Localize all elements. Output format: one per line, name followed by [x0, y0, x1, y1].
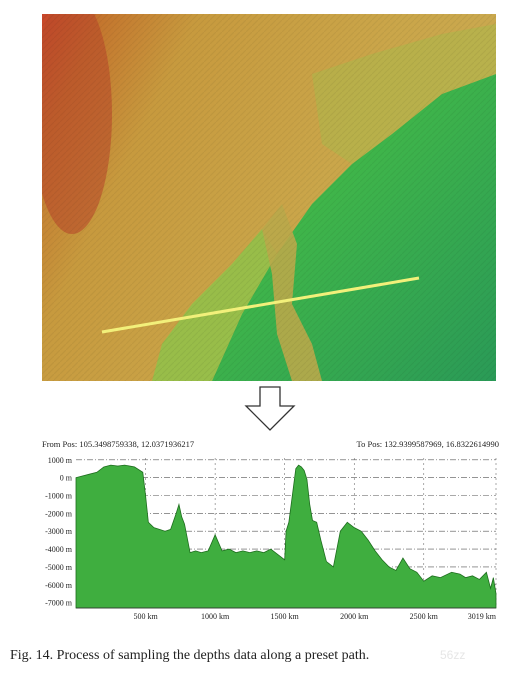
x-tick-label: 500 km: [133, 612, 158, 621]
figure-caption: Fig. 14. Process of sampling the depths …: [10, 648, 370, 663]
x-tick-label: 2000 km: [340, 612, 369, 621]
x-tick-label: 3019 km: [468, 612, 497, 621]
depth-profile-area: [75, 464, 497, 609]
x-tick-label: 1000 km: [201, 612, 230, 621]
watermark: 56zz: [440, 648, 466, 662]
y-tick-label: 0 m: [60, 474, 73, 483]
depth-profile-chart: 1000 m 0 m -1000 m -2000 m -3000 m -4000 m -50…: [45, 456, 497, 621]
y-tick-label: -6000 m: [45, 581, 73, 590]
terrain-depth-map: [42, 14, 496, 381]
y-tick-label: -4000 m: [45, 545, 73, 554]
y-tick-label: 1000 m: [48, 456, 73, 465]
y-tick-label: -7000 m: [45, 599, 73, 608]
to-position-label: To Pos: 132.9399587969, 16.8322614990: [356, 439, 500, 449]
x-tick-label: 1500 km: [271, 612, 300, 621]
from-position-label: From Pos: 105.3498759338, 12.0371936217: [42, 439, 195, 449]
down-arrow-icon: [244, 386, 296, 431]
y-tick-label: -1000 m: [45, 492, 73, 501]
x-tick-label: 2500 km: [410, 612, 439, 621]
y-tick-label: -3000 m: [45, 527, 73, 536]
sampling-path-line: [101, 276, 420, 334]
y-tick-label: -5000 m: [45, 563, 73, 572]
y-tick-label: -2000 m: [45, 509, 73, 518]
